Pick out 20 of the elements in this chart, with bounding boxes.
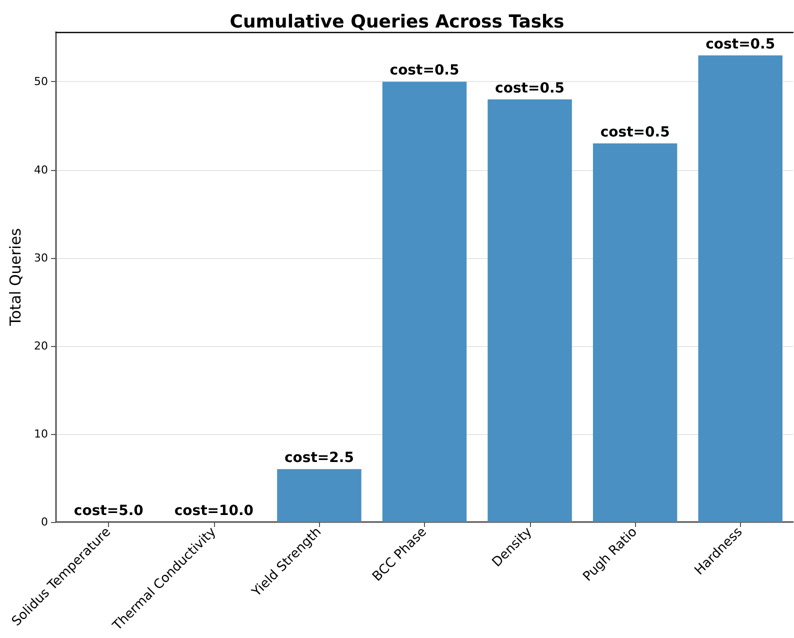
y-axis-title: Total Queries bbox=[6, 228, 24, 327]
annotation: cost=0.5 bbox=[495, 80, 565, 96]
annotation: cost=2.5 bbox=[284, 450, 354, 466]
bar bbox=[698, 55, 782, 522]
y-tick-label: 50 bbox=[34, 75, 48, 88]
annotation: cost=0.5 bbox=[390, 62, 460, 79]
y-tick-label: 20 bbox=[34, 339, 48, 352]
bar bbox=[488, 99, 572, 522]
annotation: cost=0.5 bbox=[706, 36, 776, 52]
bar bbox=[277, 469, 362, 522]
y-tick-label: 0 bbox=[41, 516, 48, 528]
bar bbox=[382, 82, 467, 522]
bar bbox=[592, 143, 678, 522]
annotation: cost=0.5 bbox=[600, 124, 670, 140]
y-tick-label: 30 bbox=[34, 251, 48, 264]
y-tick-label: 10 bbox=[34, 427, 48, 440]
annotation: cost=5.0 bbox=[74, 503, 144, 519]
chart-title: Cumulative Queries Across Tasks bbox=[230, 12, 564, 32]
y-tick-label: 40 bbox=[34, 163, 48, 176]
annotation: cost=10.0 bbox=[174, 503, 254, 519]
